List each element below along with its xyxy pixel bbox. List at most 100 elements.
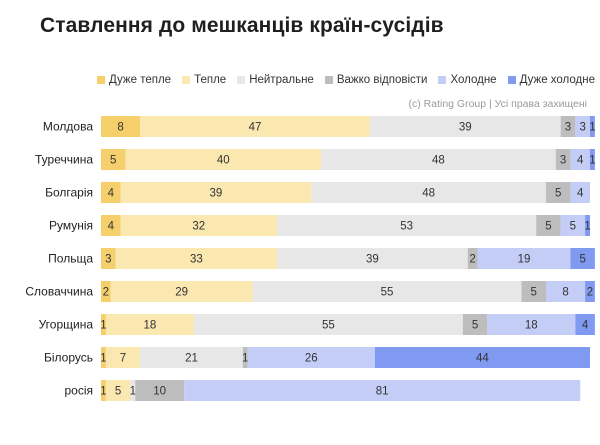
legend-swatch xyxy=(507,76,516,84)
data-label: 33 xyxy=(190,254,203,266)
data-label: 3 xyxy=(560,155,566,167)
bar-segment xyxy=(570,182,590,203)
bar-segment xyxy=(130,380,136,401)
bar-segment xyxy=(585,281,595,302)
data-label: 1 xyxy=(100,320,106,332)
bar-segment xyxy=(590,149,595,170)
bar-row: Польща 3 33 39 2 19 5 xyxy=(48,248,595,269)
bar-segment xyxy=(101,314,106,335)
bar-segment xyxy=(101,215,121,236)
legend-item-neutral: Нейтральне xyxy=(237,74,314,86)
category-label: Угорщина xyxy=(39,318,94,332)
bar-segment xyxy=(101,182,121,203)
legend-item-hard-to-say: Важко відповісти xyxy=(324,74,428,86)
category-label: Білорусь xyxy=(44,351,93,365)
bar-segment xyxy=(101,380,106,401)
bar-segment xyxy=(140,116,370,137)
data-label: 19 xyxy=(518,254,531,266)
legend-label: Дуже тепле xyxy=(109,74,172,86)
bar-segment xyxy=(575,314,595,335)
category-label: Польща xyxy=(48,252,93,266)
legend-label: Тепле xyxy=(194,74,227,86)
bar-segment xyxy=(570,149,590,170)
bar-segment xyxy=(311,182,546,203)
bar-segment xyxy=(545,182,571,203)
bar-segment xyxy=(575,116,590,137)
bar-segment xyxy=(585,215,590,236)
data-label: 1 xyxy=(589,155,595,167)
bar-segment xyxy=(521,281,546,302)
bar-segment xyxy=(277,248,468,269)
bar-segment xyxy=(560,215,586,236)
data-label: 2 xyxy=(103,287,109,299)
data-label: 2 xyxy=(587,287,593,299)
legend-swatch xyxy=(97,76,105,84)
legend-item-warm: Тепле xyxy=(182,74,226,86)
data-label: 10 xyxy=(153,386,166,398)
data-label: 5 xyxy=(110,155,116,167)
bar-segment xyxy=(536,215,561,236)
data-label: 18 xyxy=(144,320,157,332)
category-label: Словаччина xyxy=(25,285,93,299)
data-label: 32 xyxy=(192,221,205,233)
data-label: 5 xyxy=(545,221,551,233)
bar-segment xyxy=(487,314,576,335)
legend-label: Дуже холодне xyxy=(519,74,595,86)
category-label: Туреччина xyxy=(35,153,93,167)
bar-segment xyxy=(321,149,556,170)
data-label: 29 xyxy=(175,287,188,299)
legend-item-very-warm: Дуже тепле xyxy=(97,74,171,86)
bar-segment xyxy=(467,248,478,269)
data-label: 2 xyxy=(469,254,475,266)
chart-title: Ставлення до мешканців країн-сусідів xyxy=(40,14,444,37)
bar-segment xyxy=(462,314,488,335)
bar-segment xyxy=(140,347,243,368)
bar-segment xyxy=(570,248,595,269)
legend-swatch xyxy=(237,76,246,84)
data-label: 18 xyxy=(525,320,538,332)
data-label: 1 xyxy=(584,221,590,233)
data-label: 5 xyxy=(531,287,537,299)
data-label: 4 xyxy=(577,188,584,200)
data-label: 3 xyxy=(579,122,585,134)
data-label: 3 xyxy=(105,254,111,266)
data-label: 4 xyxy=(108,221,115,233)
legend-swatch xyxy=(438,76,447,84)
bar-segment xyxy=(120,215,278,236)
bar-segment xyxy=(545,281,586,302)
bar-segment xyxy=(277,215,537,236)
bar-row: Молдова 8 47 39 3 3 1 xyxy=(43,116,596,137)
data-label: 40 xyxy=(217,155,230,167)
data-label: 5 xyxy=(472,320,478,332)
bar-segment xyxy=(477,248,571,269)
legend-label: Важко відповісти xyxy=(336,74,428,86)
data-label: 7 xyxy=(120,353,126,365)
legend-swatch xyxy=(324,76,333,84)
bar-segment xyxy=(247,347,375,368)
data-label: 21 xyxy=(185,353,198,365)
bar-segment xyxy=(369,116,561,137)
data-label: 53 xyxy=(400,221,413,233)
bar-segment xyxy=(101,116,141,137)
bar-segment xyxy=(252,281,522,302)
data-label: 55 xyxy=(381,287,394,299)
data-label: 1 xyxy=(100,353,106,365)
bar-segment xyxy=(101,248,116,269)
bar-segment xyxy=(555,149,571,170)
data-label: 1 xyxy=(242,353,248,365)
data-label: 1 xyxy=(589,122,595,134)
bar-segment xyxy=(125,149,322,170)
data-label: 4 xyxy=(582,320,589,332)
legend-swatch xyxy=(182,76,191,84)
bar-segment xyxy=(105,347,141,368)
data-label: 8 xyxy=(117,122,123,134)
data-label: 1 xyxy=(130,386,136,398)
source-note: (c) Rating Group | Усі права захищені xyxy=(408,98,588,110)
category-label: росія xyxy=(64,384,93,398)
data-label: 8 xyxy=(562,287,568,299)
category-label: Румунія xyxy=(49,219,93,233)
data-label: 39 xyxy=(366,254,379,266)
data-label: 5 xyxy=(555,188,561,200)
legend-label: Нейтральне xyxy=(249,74,314,86)
